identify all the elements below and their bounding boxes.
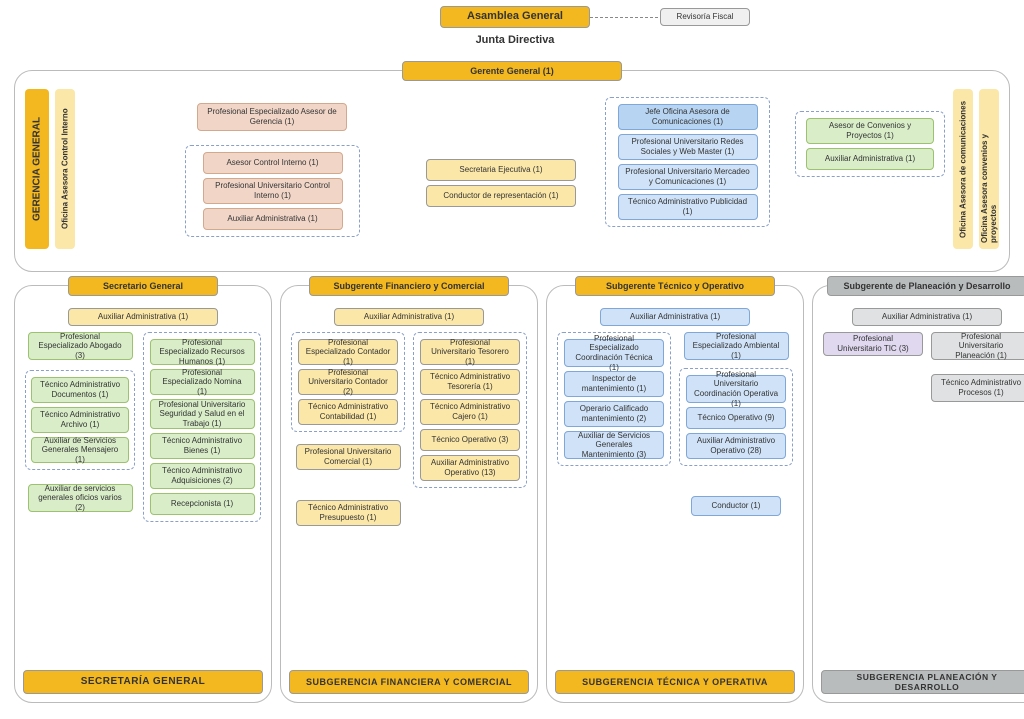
node-ci-2: Auxiliar Administrativa (1) [203,208,343,230]
sec-rg-1: Profesional Especializado Nomina (1) [150,369,255,395]
sec-rg-2: Profesional Universitario Seguridad y Sa… [150,399,255,429]
tec-rg-0: Profesional Universitario Coordinación O… [686,375,786,403]
tec-lg-1: Inspector de mantenimiento (1) [564,371,664,397]
node-com-2: Profesional Universitario Mercadeo y Com… [618,164,758,190]
sec-lg-0: Técnico Administrativo Documentos (1) [31,377,129,403]
fin-rg-3: Técnico Operativo (3) [420,429,520,451]
dept-secretaria: Secretario General Auxiliar Administrati… [14,285,272,703]
tec-lg-0: Profesional Especializado Coordinación T… [564,339,664,367]
tec-ambiental: Profesional Especializado Ambiental (1) [684,332,789,360]
plan-r2: Técnico Administrativo Procesos (1) [931,374,1024,402]
tec-lg-3: Auxiliar de Servicios Generales Mantenim… [564,431,664,459]
fin-rg-2: Técnico Administrativo Cajero (1) [420,399,520,425]
sec-abogado: Profesional Especializado Abogado (3) [28,332,133,360]
sec-lg-2: Auxiliar de Servicios Generales Mensajer… [31,437,129,463]
footer-secretaria: SECRETARÍA GENERAL [23,670,263,694]
fin-presupuesto: Técnico Administrativo Presupuesto (1) [296,500,401,526]
sec-oficios: Auxiliar de servicios generales oficios … [28,484,133,512]
node-com-3: Técnico Administrativo Publicidad (1) [618,194,758,220]
vlabel-control-interno: Oficina Asesora Control Interno [55,89,75,249]
head-tecnico: Subgerente Técnico y Operativo [575,276,775,296]
node-gerente: Gerente General (1) [402,61,622,81]
dept-tecnico: Subgerente Técnico y Operativo Auxiliar … [546,285,804,703]
node-com-1: Profesional Universitario Redes Sociales… [618,134,758,160]
fin-rg-0: Profesional Universitario Tesorero (1) [420,339,520,365]
dept-financiero: Subgerente Financiero y Comercial Auxili… [280,285,538,703]
node-asamblea: Asamblea General [440,6,590,28]
sec-rg-0: Profesional Especializado Recursos Human… [150,339,255,365]
tec-rg-1: Técnico Operativo (9) [686,407,786,429]
node-junta: Junta Directiva [445,34,585,54]
plan-tic: Profesional Universitario TIC (3) [823,332,923,356]
aux-planeacion: Auxiliar Administrativa (1) [852,308,1002,326]
fin-lg-1: Profesional Universitario Contador (2) [298,369,398,395]
node-asesor-gerencia: Profesional Especializado Asesor de Gere… [197,103,347,131]
tec-rg-2: Auxiliar Administrativo Operativo (28) [686,433,786,459]
sec-rg-4: Técnico Administrativo Adquisiciones (2) [150,463,255,489]
node-conductor-rep: Conductor de representación (1) [426,185,576,207]
fin-rg-1: Técnico Administrativo Tesorería (1) [420,369,520,395]
tec-lg-2: Operario Calificado mantenimiento (2) [564,401,664,427]
fin-lg-2: Técnico Administrativo Contabilidad (1) [298,399,398,425]
aux-tecnico: Auxiliar Administrativa (1) [600,308,750,326]
vlabel-gerencia: GERENCIA GENERAL [25,89,49,249]
node-com-0: Jefe Oficina Asesora de Comunicaciones (… [618,104,758,130]
node-conv-0: Asesor de Convenios y Proyectos (1) [806,118,934,144]
node-secretaria-ejec: Secretaria Ejecutiva (1) [426,159,576,181]
node-conv-1: Auxiliar Administrativa (1) [806,148,934,170]
fin-rg-4: Auxiliar Administrativo Operativo (13) [420,455,520,481]
fin-lg-0: Profesional Especializado Contador (1) [298,339,398,365]
node-revisoria: Revisoría Fiscal [660,8,750,26]
node-ci-0: Asesor Control Interno (1) [203,152,343,174]
aux-secretaria: Auxiliar Administrativa (1) [68,308,218,326]
footer-planeacion: SUBGERENCIA PLANEACIÓN Y DESARROLLO [821,670,1024,694]
head-secretaria: Secretario General [68,276,218,296]
plan-r1: Profesional Universitario Planeación (1) [931,332,1024,360]
tec-conductor: Conductor (1) [691,496,781,516]
vlabel-convenios: Oficina Asesora convenios y proyectos [979,89,999,249]
node-ci-1: Profesional Universitario Control Intern… [203,178,343,204]
footer-financiero: SUBGERENCIA FINANCIERA Y COMERCIAL [289,670,529,694]
sec-rg-3: Técnico Administrativo Bienes (1) [150,433,255,459]
head-financiero: Subgerente Financiero y Comercial [309,276,509,296]
dept-planeacion: Subgerente de Planeación y Desarrollo Au… [812,285,1024,703]
vlabel-comunicaciones: Oficina Asesora de comunicaciones [953,89,973,249]
head-planeacion: Subgerente de Planeación y Desarrollo [827,276,1024,296]
aux-financiero: Auxiliar Administrativa (1) [334,308,484,326]
sec-lg-1: Técnico Administrativo Archivo (1) [31,407,129,433]
sec-rg-5: Recepcionista (1) [150,493,255,515]
connector-dashed [590,17,658,18]
fin-comercial: Profesional Universitario Comercial (1) [296,444,401,470]
footer-tecnico: SUBGERENCIA TÉCNICA Y OPERATIVA [555,670,795,694]
